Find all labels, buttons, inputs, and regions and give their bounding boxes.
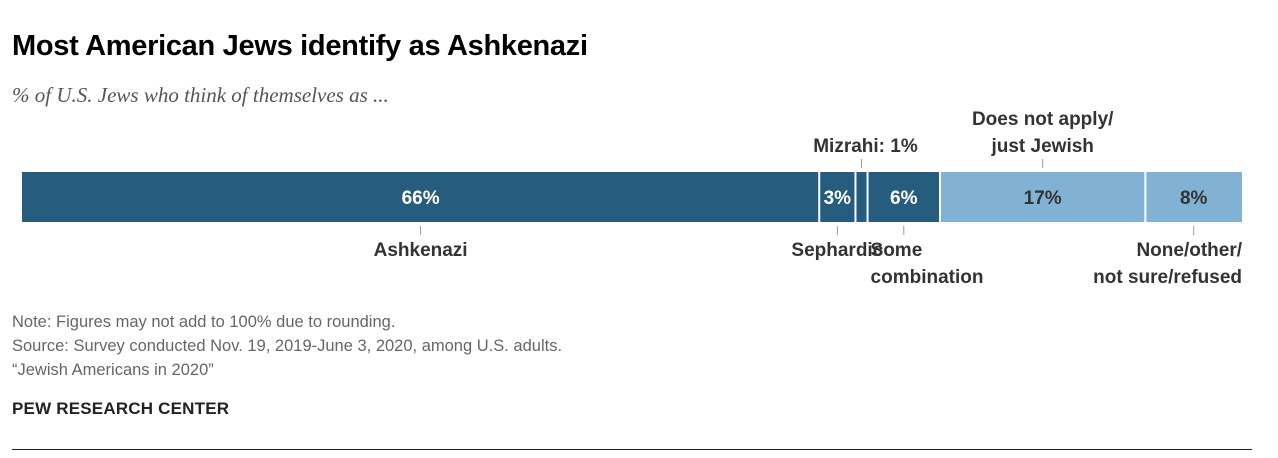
note-text: Note: Figures may not add to 100% due to… [12, 313, 396, 331]
category-label: not sure/refused [1093, 267, 1242, 288]
chart-subtitle: % of U.S. Jews who think of themselves a… [12, 83, 389, 107]
category-label: Ashkenazi [374, 240, 468, 261]
bottom-rule [12, 449, 1252, 450]
category-label: combination [871, 267, 984, 288]
chart-title: Most American Jews identify as Ashkenazi [12, 30, 588, 62]
bar-segment [819, 172, 856, 222]
source-text: Source: Survey conducted Nov. 19, 2019-J… [12, 337, 563, 355]
category-label: Does not apply/ [972, 109, 1114, 130]
segment-value-label: 6% [890, 188, 918, 209]
chart-notes: Note: Figures may not add to 100% due to… [12, 310, 562, 382]
stacked-bar-chart: 66% Ashkenazi 3% Sephardic Mizrahi: 1% 6% Some… [22, 109, 1243, 288]
bar-segment [867, 172, 941, 222]
category-label: just Jewish [990, 136, 1093, 157]
category-label: Some [871, 240, 923, 261]
category-label: Mizrahi: 1% [813, 136, 918, 157]
segment-value-label: 66% [402, 188, 440, 209]
segment-value-label: 8% [1180, 188, 1208, 209]
report-title: “Jewish Americans in 2020” [12, 361, 214, 379]
brand-logo-text: PEW RESEARCH CENTER [12, 399, 230, 418]
category-label: None/other/ [1136, 240, 1242, 261]
bar-segment [1145, 172, 1242, 222]
segment-value-label: 3% [824, 188, 852, 209]
segment-value-label: 17% [1024, 188, 1062, 209]
category-label: Sephardic [791, 240, 883, 261]
bar-segment [855, 172, 868, 222]
bar-segment [22, 172, 820, 222]
bar-segment [940, 172, 1146, 222]
